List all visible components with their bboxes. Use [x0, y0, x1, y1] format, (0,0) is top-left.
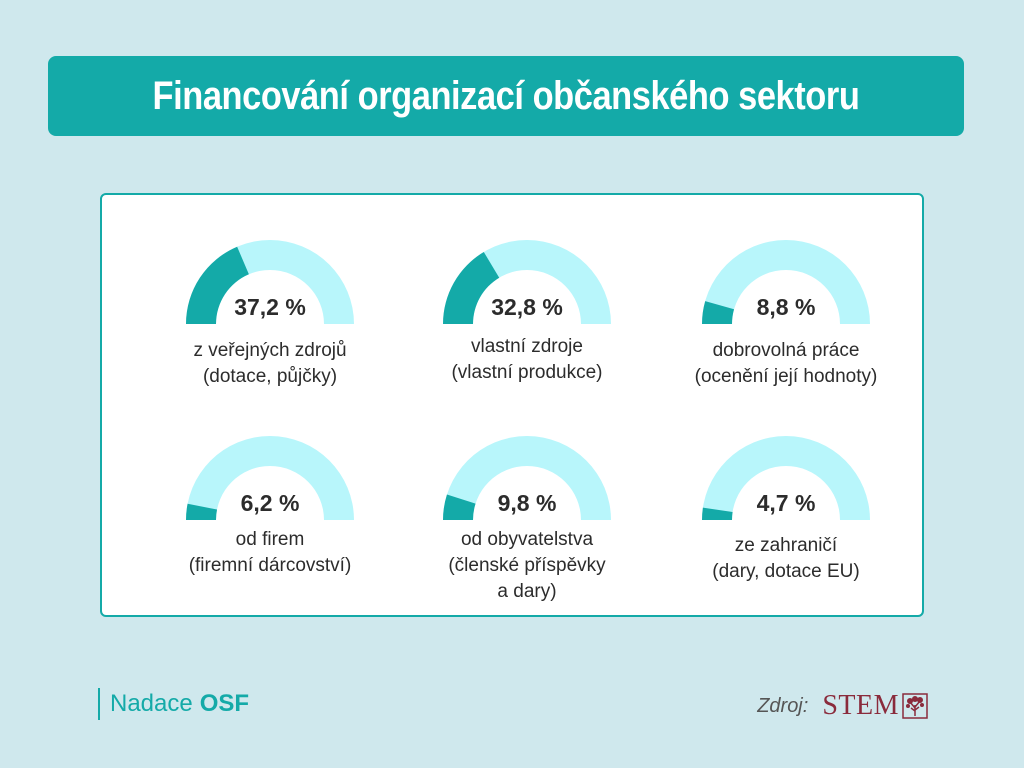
gauge-4: 6,2 % od firem (firemní dárcovství) — [185, 436, 355, 576]
org-prefix: Nadace — [110, 690, 193, 717]
page-title: Financování organizací občanského sektor… — [152, 73, 860, 118]
gauge-fill — [702, 507, 733, 520]
gauge-track — [186, 436, 354, 520]
gauge-arc — [702, 436, 870, 520]
gauge-arc — [702, 240, 870, 324]
gauge-5: 9,8 % od obyvatelstva (členské příspěvky a … — [442, 436, 612, 602]
gauge-3: 8,8 % dobrovolná práce (ocenění její hodno… — [695, 240, 877, 387]
gauge-arc — [186, 436, 354, 520]
label-line-2: (ocenění její hodnoty) — [694, 366, 878, 387]
label-line-1: ze zahraničí — [734, 535, 838, 556]
label-line-2: (vlastní produkce) — [451, 362, 603, 383]
label-line-1: od firem — [235, 529, 305, 550]
gauge-fill — [186, 503, 218, 520]
gauge-arc — [443, 436, 611, 520]
gauge-category-label: od firem (firemní dárcovství) — [155, 527, 385, 579]
gauge-value-label: 32,8 % — [491, 294, 563, 320]
label-line-1: z veřejných zdrojů — [193, 340, 347, 361]
gauge-category-label: z veřejných zdrojů (dotace, půjčky) — [155, 338, 385, 390]
source-name: STEM — [822, 690, 899, 721]
gauge-fill — [443, 494, 476, 520]
gauge-track — [702, 436, 870, 520]
gauge-value-label: 9,8 % — [497, 490, 557, 516]
gauge-track — [443, 436, 611, 520]
label-line-2: (členské příspěvky — [448, 555, 606, 576]
label-line-2: (dary, dotace EU) — [712, 561, 860, 582]
gauge-category-label: vlastní zdroje (vlastní produkce) — [412, 334, 642, 386]
gauge-value-label: 6,2 % — [240, 490, 300, 516]
label-line-3: a dary) — [497, 581, 557, 602]
label-line-2: (dotace, půjčky) — [202, 366, 338, 387]
source-credit: Zdroj: STEM — [757, 690, 928, 722]
gauge-value-label: 37,2 % — [234, 294, 306, 320]
gauge-track — [702, 240, 870, 324]
gauge-1: 37,2 % z veřejných zdrojů (dotace, půjčky) — [185, 240, 355, 387]
gauge-category-label: dobrovolná práce (ocenění její hodnoty) — [671, 338, 901, 390]
title-banner: Financování organizací občanského sektor… — [48, 56, 964, 136]
label-line-2: (firemní dárcovství) — [188, 555, 352, 576]
gauge-category-label: od obyvatelstva (členské příspěvky a dary) — [412, 527, 642, 605]
gauge-6: 4,7 % ze zahraničí (dary, dotace EU) — [701, 436, 871, 582]
label-line-1: vlastní zdroje — [471, 336, 583, 357]
tree-icon — [902, 693, 928, 719]
gauge-fill — [443, 251, 500, 324]
gauge-value-label: 8,8 % — [756, 294, 816, 320]
gauge-fill — [702, 301, 735, 324]
gauge-value-label: 4,7 % — [756, 490, 816, 516]
label-line-1: od obyvatelstva — [460, 529, 594, 550]
gauge-fill — [186, 246, 249, 324]
gauge-arc — [186, 240, 354, 324]
label-line-1: dobrovolná práce — [712, 340, 860, 361]
source-label: Zdroj: — [757, 694, 809, 717]
org-logo: Nadace OSF — [98, 688, 249, 720]
gauge-arc — [443, 240, 611, 324]
gauge-2: 32,8 % vlastní zdroje (vlastní produkce) — [442, 240, 612, 383]
gauge-category-label: ze zahraničí (dary, dotace EU) — [671, 533, 901, 585]
org-name: OSF — [199, 690, 250, 717]
